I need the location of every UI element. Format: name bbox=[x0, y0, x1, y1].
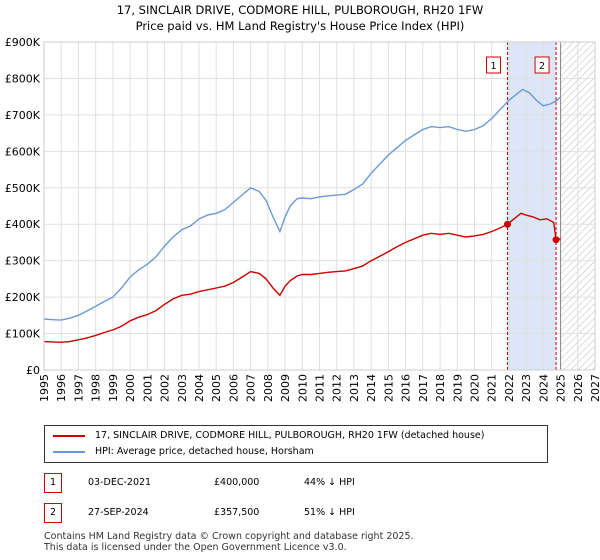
y-tick-label: £500K bbox=[5, 182, 41, 195]
y-tick-label: £700K bbox=[5, 109, 41, 122]
transaction-date: 03-DEC-2021 bbox=[88, 477, 152, 488]
x-tick-label: 2001 bbox=[141, 374, 154, 402]
x-tick-label: 1998 bbox=[90, 374, 103, 402]
transaction-price: £400,000 bbox=[214, 477, 260, 488]
hpi-series-line bbox=[43, 88, 562, 321]
x-tick-label: 2002 bbox=[159, 374, 172, 402]
x-tick-label: 2018 bbox=[434, 374, 447, 402]
sale-period-shading bbox=[507, 42, 557, 370]
transaction-number: 1 bbox=[44, 473, 62, 493]
footer-copyright: Contains HM Land Registry data © Crown c… bbox=[44, 531, 414, 542]
y-tick-label: £400K bbox=[5, 218, 41, 231]
x-tick-label: 2017 bbox=[417, 374, 430, 402]
y-tick-label: £800K bbox=[5, 72, 41, 85]
x-tick-label: 1995 bbox=[38, 374, 51, 402]
x-tick-label: 1996 bbox=[55, 374, 68, 402]
legend-label-hpi: HPI: Average price, detached house, Hors… bbox=[95, 446, 314, 457]
x-tick-label: 2025 bbox=[555, 374, 568, 402]
y-tick-label: £900K bbox=[5, 36, 41, 49]
transaction-date: 27-SEP-2024 bbox=[88, 507, 149, 518]
x-tick-label: 2008 bbox=[262, 374, 275, 402]
x-tick-label: 2010 bbox=[296, 374, 309, 402]
legend-swatch-hpi bbox=[53, 451, 85, 453]
footer-licence: This data is licensed under the Open Gov… bbox=[44, 542, 347, 553]
marker-point-1 bbox=[504, 220, 512, 228]
marker-label-box-1 bbox=[486, 56, 502, 74]
legend-label-property: 17, SINCLAIR DRIVE, CODMORE HILL, PULBOR… bbox=[95, 430, 485, 441]
x-tick-label: 2012 bbox=[331, 374, 344, 402]
y-tick-label: £0 bbox=[26, 364, 40, 377]
x-tick-label: 2027 bbox=[589, 374, 600, 402]
plot-frame bbox=[43, 41, 596, 371]
x-tick-label: 2007 bbox=[245, 374, 258, 402]
y-tick-label: £300K bbox=[5, 255, 41, 268]
x-tick-label: 1997 bbox=[72, 374, 85, 402]
transaction-hpi-diff: 51% ↓ HPI bbox=[304, 507, 355, 518]
x-tick-label: 2023 bbox=[520, 374, 533, 402]
x-tick-label: 2024 bbox=[537, 374, 550, 402]
transaction-hpi-diff: 44% ↓ HPI bbox=[304, 477, 355, 488]
x-tick-label: 2009 bbox=[279, 374, 292, 402]
legend-swatch-property bbox=[53, 435, 85, 437]
marker-label-1: 1 bbox=[491, 61, 497, 72]
x-tick-label: 2004 bbox=[193, 374, 206, 402]
legend: 17, SINCLAIR DRIVE, CODMORE HILL, PULBOR… bbox=[44, 425, 548, 463]
y-tick-label: £600K bbox=[5, 145, 41, 158]
transaction-price: £357,500 bbox=[214, 507, 260, 518]
y-tick-label: £100K bbox=[5, 328, 41, 341]
property-series-line bbox=[43, 212, 561, 344]
x-tick-label: 2026 bbox=[572, 374, 585, 402]
marker-label-box-2 bbox=[534, 56, 550, 74]
x-tick-label: 2003 bbox=[176, 374, 189, 402]
x-tick-label: 2016 bbox=[400, 374, 413, 402]
x-tick-label: 2022 bbox=[503, 374, 516, 402]
marker-label-2: 2 bbox=[539, 61, 545, 72]
x-tick-label: 2006 bbox=[227, 374, 240, 402]
transaction-number: 2 bbox=[44, 503, 62, 523]
price-chart: 17, SINCLAIR DRIVE, CODMORE HILL, PULBOR… bbox=[5, 3, 600, 402]
footer: Contains HM Land Registry data © Crown c… bbox=[44, 531, 414, 553]
x-tick-label: 2005 bbox=[210, 374, 223, 402]
y-tick-label: £200K bbox=[5, 291, 41, 304]
x-tick-label: 2014 bbox=[365, 374, 378, 402]
chart-title: 17, SINCLAIR DRIVE, CODMORE HILL, PULBOR… bbox=[117, 3, 484, 17]
x-tick-label: 2013 bbox=[348, 374, 361, 402]
marker-point-2 bbox=[552, 236, 560, 244]
x-tick-label: 2015 bbox=[382, 374, 395, 402]
x-tick-label: 2020 bbox=[468, 374, 481, 402]
x-tick-label: 2019 bbox=[451, 374, 464, 402]
chart-subtitle: Price paid vs. HM Land Registry's House … bbox=[136, 19, 465, 33]
x-tick-label: 1999 bbox=[107, 374, 120, 402]
x-tick-label: 2011 bbox=[314, 374, 327, 402]
x-tick-label: 2021 bbox=[486, 374, 499, 402]
x-tick-label: 2000 bbox=[124, 374, 137, 402]
